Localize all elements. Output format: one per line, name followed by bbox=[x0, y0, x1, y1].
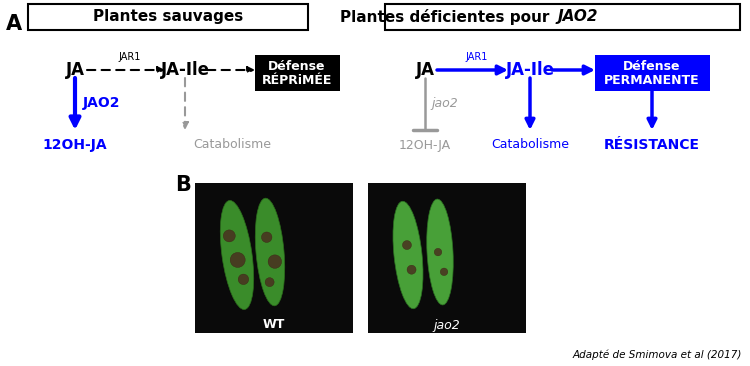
Text: Catabolisme: Catabolisme bbox=[491, 138, 569, 152]
Ellipse shape bbox=[262, 232, 272, 243]
Text: jao2: jao2 bbox=[433, 318, 460, 332]
Text: Adapté de Smimova et al (2017): Adapté de Smimova et al (2017) bbox=[573, 350, 742, 360]
Text: 12OH-JA: 12OH-JA bbox=[399, 138, 451, 152]
Text: WT: WT bbox=[262, 318, 285, 332]
Text: B: B bbox=[175, 175, 190, 195]
Text: JA: JA bbox=[65, 61, 85, 79]
FancyBboxPatch shape bbox=[255, 55, 340, 91]
FancyBboxPatch shape bbox=[595, 55, 710, 91]
Ellipse shape bbox=[434, 249, 442, 256]
Text: JA: JA bbox=[416, 61, 434, 79]
Ellipse shape bbox=[255, 198, 285, 306]
FancyBboxPatch shape bbox=[28, 4, 308, 30]
Text: JAR1: JAR1 bbox=[466, 52, 488, 62]
Ellipse shape bbox=[393, 201, 423, 309]
Ellipse shape bbox=[268, 255, 281, 268]
Ellipse shape bbox=[224, 230, 236, 242]
Text: JA-Ile: JA-Ile bbox=[160, 61, 209, 79]
Ellipse shape bbox=[403, 240, 412, 250]
Text: JAO2: JAO2 bbox=[83, 96, 121, 110]
Text: RÉPRiMÉE: RÉPRiMÉE bbox=[262, 74, 332, 86]
Text: Catabolisme: Catabolisme bbox=[193, 138, 271, 152]
Ellipse shape bbox=[427, 199, 453, 305]
Text: A: A bbox=[6, 14, 22, 34]
FancyBboxPatch shape bbox=[385, 4, 740, 30]
Ellipse shape bbox=[230, 253, 245, 268]
Text: 12OH-JA: 12OH-JA bbox=[43, 138, 107, 152]
Ellipse shape bbox=[220, 201, 254, 310]
Ellipse shape bbox=[238, 274, 249, 285]
FancyBboxPatch shape bbox=[368, 183, 526, 333]
Text: JAR1: JAR1 bbox=[118, 52, 141, 62]
Text: Plantes sauvages: Plantes sauvages bbox=[93, 10, 243, 25]
Text: Plantes déficientes pour: Plantes déficientes pour bbox=[340, 9, 555, 25]
Ellipse shape bbox=[440, 268, 448, 276]
Text: JA-Ile: JA-Ile bbox=[506, 61, 554, 79]
Text: Défense: Défense bbox=[623, 60, 681, 74]
Text: PERMANENTE: PERMANENTE bbox=[604, 74, 700, 86]
Text: JAO2: JAO2 bbox=[558, 10, 598, 25]
Ellipse shape bbox=[266, 278, 274, 287]
Text: RÉSISTANCE: RÉSISTANCE bbox=[604, 138, 700, 152]
FancyBboxPatch shape bbox=[195, 183, 353, 333]
Text: Défense: Défense bbox=[268, 60, 326, 74]
Ellipse shape bbox=[407, 265, 416, 274]
Text: jao2: jao2 bbox=[431, 97, 457, 109]
